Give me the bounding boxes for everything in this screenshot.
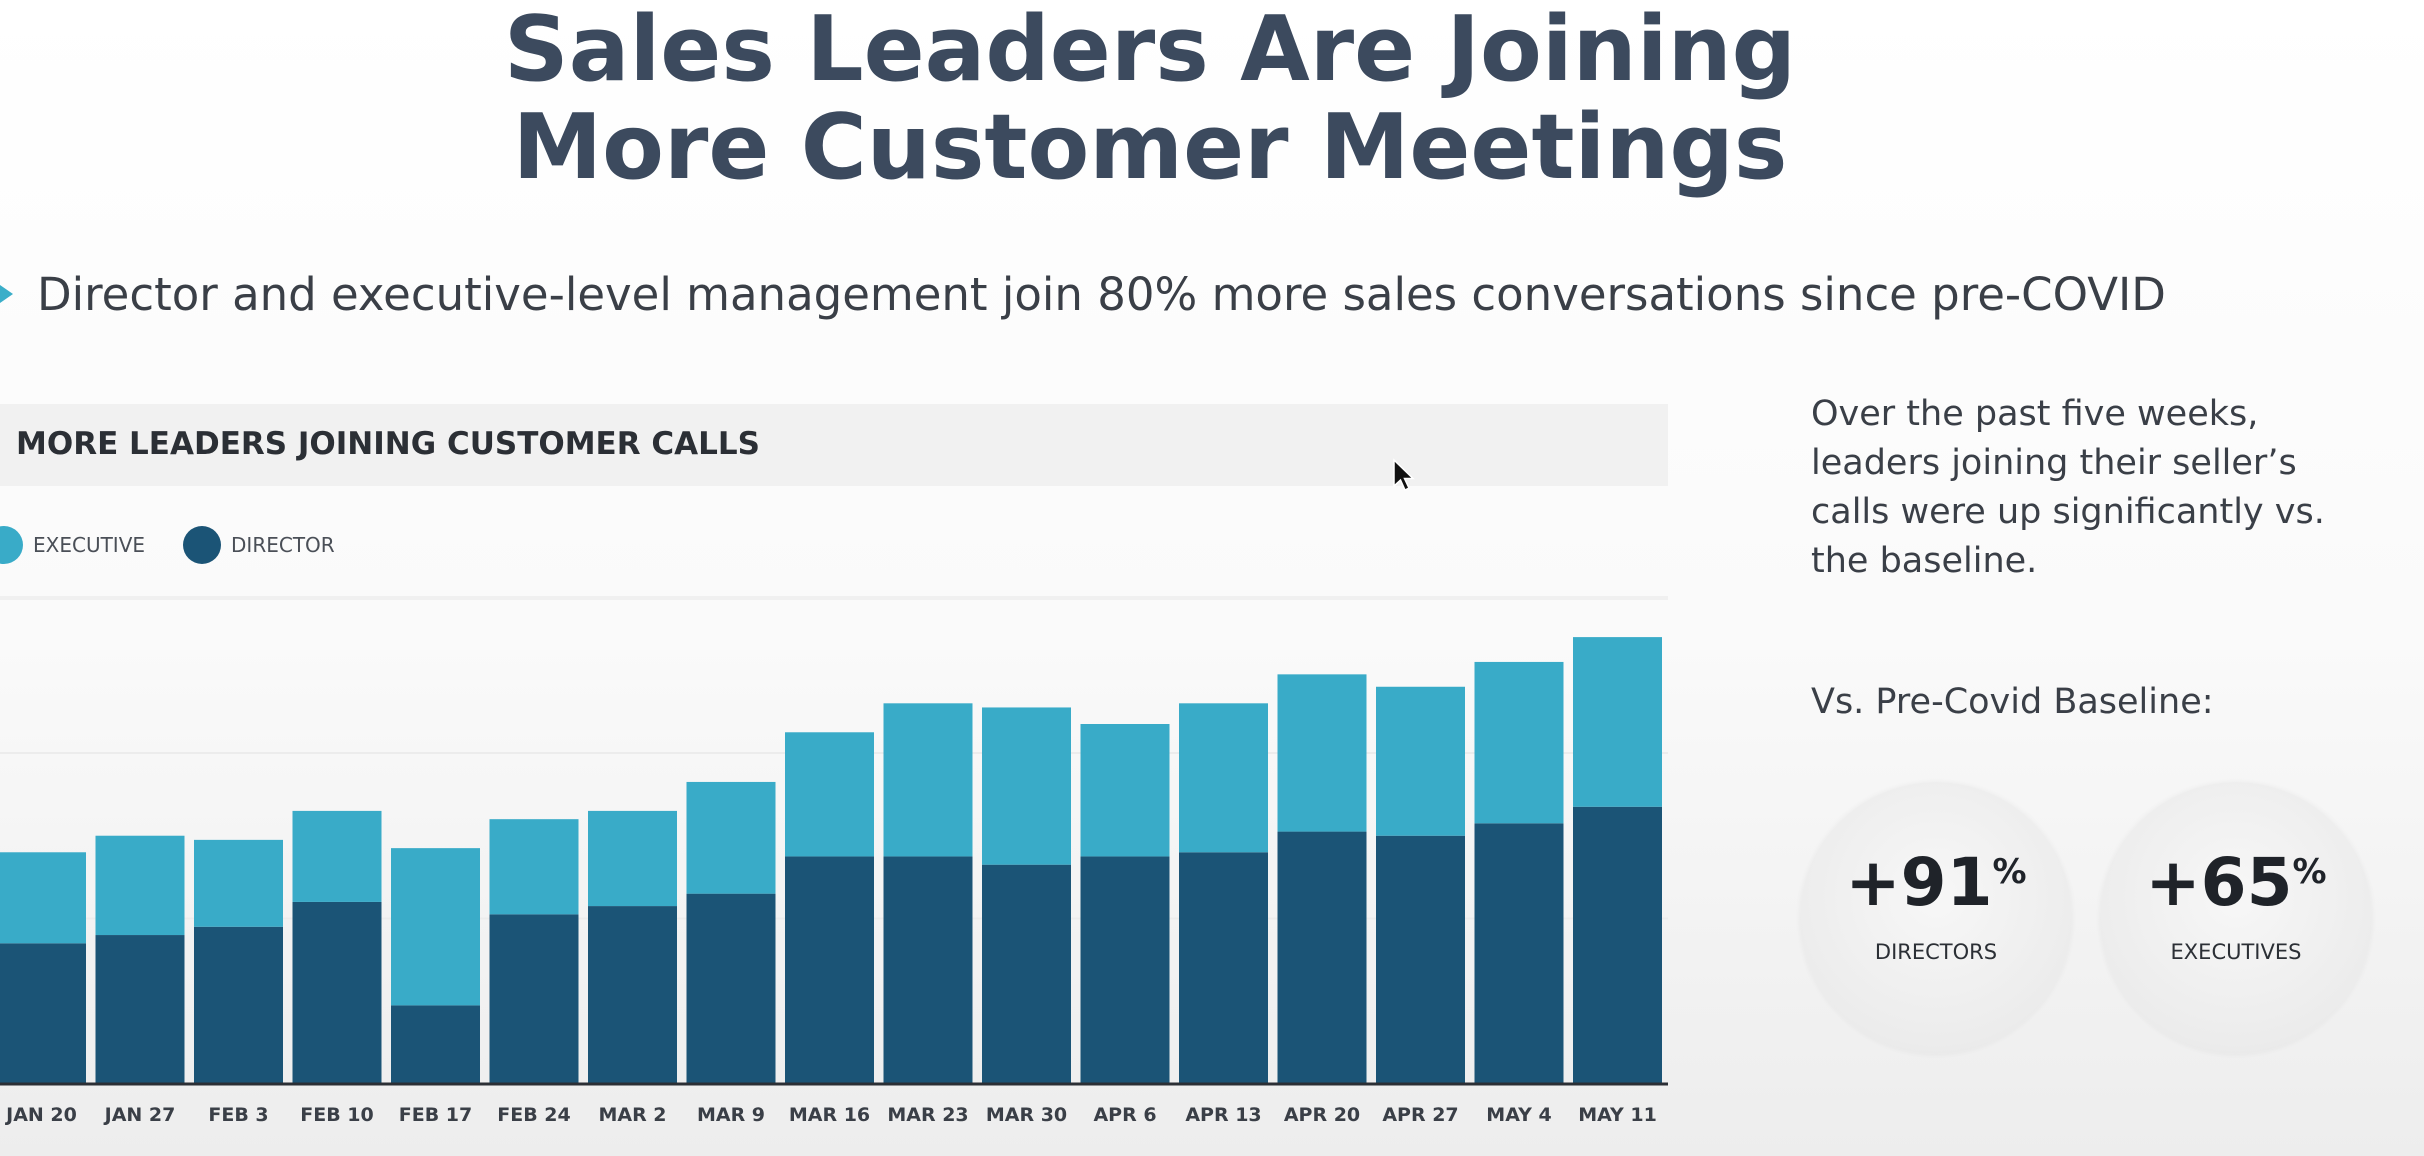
bar-executive — [1277, 674, 1367, 832]
x-tick-label: MAR 23 — [887, 1104, 968, 1126]
bar-executive — [1080, 724, 1170, 857]
chart-header: MORE LEADERS JOINING CUSTOMER CALLS — [0, 404, 1668, 486]
bar-director — [686, 893, 776, 1084]
chart-legend: EXECUTIVE DIRECTOR — [0, 520, 373, 570]
bar-director — [1277, 831, 1367, 1084]
bar-director — [785, 856, 874, 1084]
x-tick-label: APR 13 — [1185, 1104, 1261, 1126]
legend-label-director: DIRECTOR — [231, 533, 335, 557]
bullet-point: Director and executive-level management … — [0, 258, 2166, 330]
bar-director — [1179, 852, 1268, 1084]
stat-circle-executives: +65% EXECUTIVES — [2100, 782, 2372, 1054]
stat-unit-executives: % — [2292, 852, 2327, 892]
chart-title: MORE LEADERS JOINING CUSTOMER CALLS — [16, 426, 760, 462]
stat-value-executives: +65% — [2100, 844, 2372, 921]
bar-director — [194, 926, 283, 1084]
bar-executive — [95, 835, 185, 936]
bullet-text: Director and executive-level management … — [37, 267, 2166, 321]
bar-executive — [1376, 686, 1465, 836]
baseline-heading: Vs. Pre-Covid Baseline: — [1811, 682, 2214, 722]
stat-number-executives: +65 — [2145, 844, 2293, 921]
bar-director — [1474, 823, 1564, 1084]
x-tick-label: MAR 2 — [598, 1104, 666, 1126]
slide-title-line-1: Sales Leaders Are Joining — [503, 0, 1797, 102]
legend-label-executive: EXECUTIVE — [33, 533, 146, 557]
bars — [0, 637, 1662, 1084]
bar-executive — [883, 703, 973, 857]
bar-director — [95, 935, 185, 1084]
stat-value-directors: +91% — [1800, 844, 2072, 921]
mouse-cursor-icon — [1393, 458, 1415, 492]
bar-director — [391, 1005, 480, 1084]
x-tick-label: JAN 27 — [103, 1104, 176, 1126]
bar-director — [1080, 856, 1170, 1084]
bar-director — [1376, 835, 1465, 1084]
stat-unit-directors: % — [1992, 852, 2027, 892]
legend-divider — [0, 596, 1668, 600]
x-tick-label: APR 6 — [1093, 1104, 1156, 1126]
bar-executive — [391, 848, 480, 1006]
stat-label-directors: DIRECTORS — [1874, 940, 1998, 964]
bar-director — [982, 864, 1071, 1084]
summary-text: Over the past five weeks, leaders joinin… — [1811, 394, 2325, 581]
bar-executive — [588, 810, 677, 907]
x-tick-label: MAR 30 — [986, 1104, 1067, 1126]
legend-swatch-executive — [0, 526, 23, 564]
x-tick-label: MAY 4 — [1486, 1104, 1551, 1126]
x-tick-labels: JAN 20 JAN 27 FEB 3 FEB 10 FEB 17 FEB 24 MAR 2… — [4, 1104, 1657, 1126]
bar-director — [1573, 806, 1662, 1084]
stat-circle-directors: +91% DIRECTORS — [1800, 782, 2072, 1054]
legend-item-executive: EXECUTIVE — [0, 526, 145, 564]
x-tick-label: FEB 3 — [208, 1104, 268, 1126]
legend-item-director: DIRECTOR — [183, 526, 335, 564]
bar-executive — [785, 732, 874, 857]
triangle-right-icon — [0, 285, 13, 303]
bar-director — [883, 856, 973, 1084]
legend-swatch-director — [183, 526, 222, 564]
bar-director — [588, 906, 677, 1084]
stat-number-directors: +91 — [1845, 844, 1993, 921]
bar-executive — [1573, 637, 1662, 807]
bar-director — [292, 901, 382, 1084]
bar-executive — [1179, 703, 1268, 853]
bar-executive — [489, 819, 579, 915]
bar-executive — [686, 781, 776, 894]
slide-title-line-2: More Customer Meetings — [512, 95, 1788, 200]
x-tick-label: APR 27 — [1382, 1104, 1458, 1126]
bar-director — [489, 914, 579, 1084]
bar-executive — [0, 852, 86, 944]
bar-executive — [292, 810, 382, 902]
x-tick-label: FEB 24 — [497, 1104, 571, 1126]
stacked-bar-chart: JAN 20 JAN 27 FEB 3 FEB 10 FEB 17 FEB 24 MAR 2… — [0, 637, 1668, 1126]
x-tick-label: JAN 20 — [4, 1104, 77, 1126]
bar-executive — [982, 707, 1071, 865]
x-tick-label: FEB 10 — [300, 1104, 374, 1126]
x-tick-label: APR 20 — [1284, 1104, 1360, 1126]
bar-director — [0, 943, 86, 1084]
bar-executive — [1474, 661, 1564, 824]
x-tick-label: MAR 16 — [789, 1104, 870, 1126]
x-tick-label: FEB 17 — [399, 1104, 473, 1126]
bar-executive — [194, 839, 283, 927]
x-tick-label: MAR 9 — [697, 1104, 765, 1126]
x-tick-label: MAY 11 — [1578, 1104, 1657, 1126]
stat-label-executives: EXECUTIVES — [2170, 940, 2302, 964]
